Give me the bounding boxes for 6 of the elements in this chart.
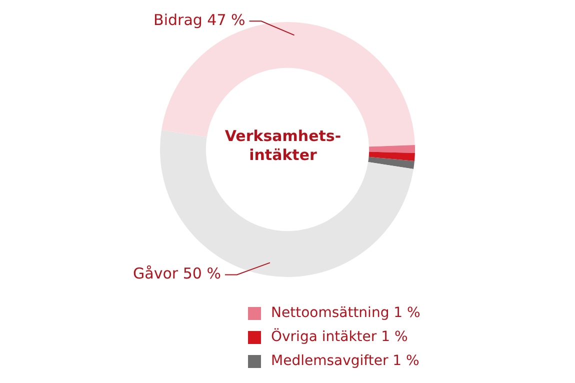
legend-label: Övriga intäkter 1 % xyxy=(271,329,408,345)
legend-label: Nettoomsättning 1 % xyxy=(271,305,420,321)
legend-label: Medlemsavgifter 1 % xyxy=(271,353,420,369)
slice-label: Gåvor 50 % xyxy=(133,264,221,283)
slice-label: Bidrag 47 % xyxy=(154,11,246,30)
text: Verksamhets-intäkter xyxy=(224,127,342,165)
